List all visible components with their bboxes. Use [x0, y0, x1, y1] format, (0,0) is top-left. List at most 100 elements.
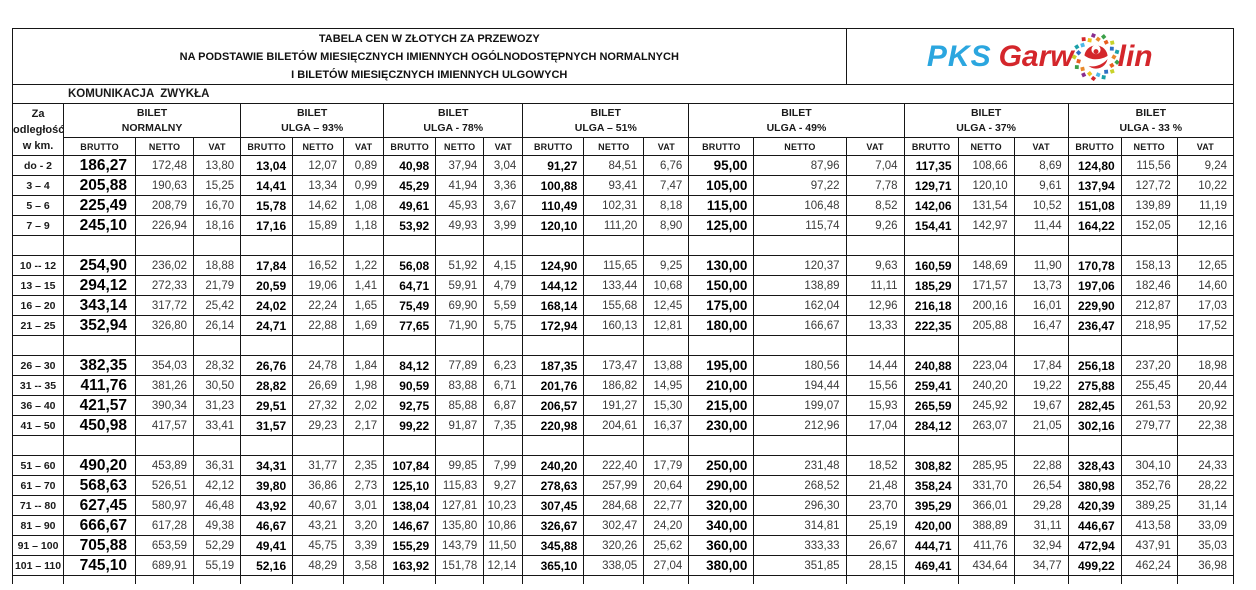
cell-vat: 6,87 [483, 395, 524, 416]
cell-netto: 127,81 [435, 495, 485, 516]
cell-vat: 7,47 [643, 175, 690, 196]
spacer-cell [1176, 575, 1235, 584]
cell-brutto: 240,20 [522, 455, 585, 476]
cell-netto: 99,85 [435, 455, 485, 476]
cell-vat: 3,36 [483, 175, 524, 196]
cell-netto: 131,54 [957, 195, 1015, 216]
spacer-cell [135, 575, 195, 584]
cell-netto: 245,92 [957, 395, 1015, 416]
cell-vat: 3,67 [483, 195, 524, 216]
cell-vat: 22,77 [643, 495, 690, 516]
cell-netto: 255,45 [1120, 375, 1178, 396]
spacer-cell [1013, 235, 1069, 256]
cell-netto: 115,56 [1120, 155, 1178, 176]
cell-netto: 199,07 [753, 395, 847, 416]
cell-brutto: 499,22 [1067, 555, 1122, 576]
cell-netto: 84,51 [583, 155, 645, 176]
cell-brutto: 446,67 [1067, 515, 1122, 536]
cell-netto: 411,76 [957, 535, 1015, 556]
cell-netto: 580,97 [135, 495, 195, 516]
cell-vat: 1,69 [343, 315, 385, 336]
cell-netto: 77,89 [435, 355, 485, 376]
spacer-cell [435, 335, 485, 356]
cell-vat: 1,84 [343, 355, 385, 376]
spacer-cell [1067, 335, 1122, 356]
row-label: 61 – 70 [11, 475, 65, 496]
cell-netto: 413,58 [1120, 515, 1178, 536]
column-header-brutto: BRUTTO [903, 137, 959, 156]
cell-netto: 208,79 [135, 195, 195, 216]
cell-brutto: 352,94 [63, 315, 137, 336]
cell-netto: 194,44 [753, 375, 847, 396]
cell-netto: 151,78 [435, 555, 485, 576]
table-title: TABELA CEN W ZŁOTYCH ZA PRZEWOZY NA PODS… [12, 28, 847, 85]
cell-brutto: 24,02 [240, 295, 294, 316]
spacer-row-11 [11, 435, 1235, 456]
cell-vat: 16,70 [193, 195, 242, 216]
row-label: 3 – 4 [11, 175, 65, 196]
cell-vat: 36,31 [193, 455, 242, 476]
cell-vat: 9,25 [643, 255, 690, 276]
spacer-cell [753, 235, 847, 256]
cell-netto: 257,99 [583, 475, 645, 496]
cell-netto: 15,89 [292, 215, 345, 236]
cell-vat: 18,52 [845, 455, 905, 476]
group-header-line2: ULGA - 78% [423, 121, 484, 134]
cell-vat: 8,69 [1013, 155, 1069, 176]
cell-netto: 120,37 [753, 255, 847, 276]
spacer-cell [688, 235, 755, 256]
group-header-4: BILET ULGA – 51% [522, 103, 690, 138]
cell-vat: 25,42 [193, 295, 242, 316]
cell-netto: 171,57 [957, 275, 1015, 296]
spacer-cell [135, 435, 195, 456]
cell-vat: 2,02 [343, 395, 385, 416]
cell-vat: 35,03 [1176, 535, 1235, 556]
cell-brutto: 90,59 [383, 375, 437, 396]
cell-netto: 87,96 [753, 155, 847, 176]
cell-netto: 97,22 [753, 175, 847, 196]
cell-netto: 83,88 [435, 375, 485, 396]
cell-vat: 11,19 [1176, 195, 1235, 216]
cell-brutto: 172,94 [522, 315, 585, 336]
cell-vat: 15,93 [845, 395, 905, 416]
cell-vat: 12,45 [643, 295, 690, 316]
cell-brutto: 20,59 [240, 275, 294, 296]
cell-vat: 8,52 [845, 195, 905, 216]
cell-vat: 17,84 [1013, 355, 1069, 376]
row-label: 81 – 90 [11, 515, 65, 536]
section-row: KOMUNIKACJA ZWYKŁA [12, 84, 1234, 104]
cell-vat: 10,22 [1176, 175, 1235, 196]
cell-vat: 0,89 [343, 155, 385, 176]
cell-brutto: 745,10 [63, 555, 137, 576]
cell-vat: 36,98 [1176, 555, 1235, 576]
cell-netto: 526,51 [135, 475, 195, 496]
cell-brutto: 420,00 [903, 515, 959, 536]
spacer-cell [1176, 335, 1235, 356]
spacer-cell [240, 235, 294, 256]
cell-vat: 31,11 [1013, 515, 1069, 536]
cell-vat: 2,17 [343, 415, 385, 436]
cell-brutto: 14,41 [240, 175, 294, 196]
spacer-cell [1120, 435, 1178, 456]
group-header-line1: BILET [970, 106, 1002, 119]
spacer-cell [483, 235, 524, 256]
table-row: 10 -- 12 254,90 236,02 18,88 17,84 16,52 1,22 5… [11, 255, 1235, 276]
group-header-5: BILET ULGA - 49% [688, 103, 905, 138]
cell-brutto: 146,67 [383, 515, 437, 536]
cell-brutto: 115,00 [688, 195, 755, 216]
cell-netto: 186,82 [583, 375, 645, 396]
cell-netto: 19,06 [292, 275, 345, 296]
cell-vat: 2,35 [343, 455, 385, 476]
cell-brutto: 421,57 [63, 395, 137, 416]
cell-brutto: 205,88 [63, 175, 137, 196]
cell-vat: 1,98 [343, 375, 385, 396]
cell-vat: 15,30 [643, 395, 690, 416]
cell-vat: 1,65 [343, 295, 385, 316]
cell-brutto: 105,00 [688, 175, 755, 196]
cell-brutto: 290,00 [688, 475, 755, 496]
cell-netto: 437,91 [1120, 535, 1178, 556]
row-label: 26 – 30 [11, 355, 65, 376]
spacer-cell [845, 575, 905, 584]
logo-wrap: PKS Garw lin [927, 32, 1153, 82]
